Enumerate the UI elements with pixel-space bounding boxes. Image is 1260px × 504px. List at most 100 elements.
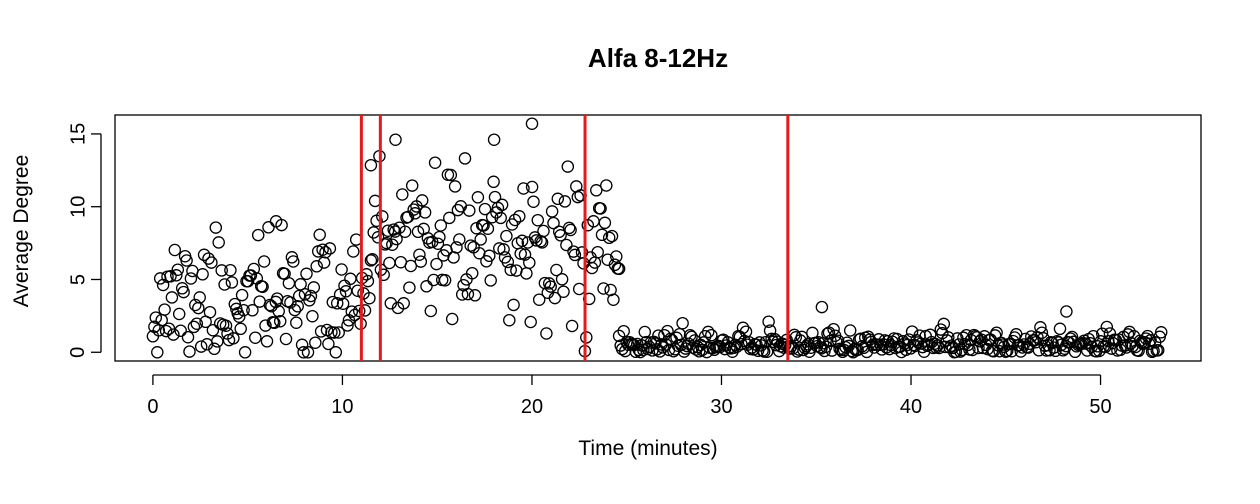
data-point (211, 335, 224, 348)
data-point (990, 326, 1003, 339)
data-point (269, 215, 283, 228)
data-point (381, 224, 395, 237)
data-point (434, 219, 448, 232)
data-point (468, 289, 482, 302)
data-point (209, 221, 223, 234)
data-point (270, 292, 284, 305)
data-point (637, 343, 650, 357)
data-point (812, 336, 825, 349)
data-point (364, 158, 378, 172)
data-point (376, 210, 389, 223)
data-point (428, 156, 442, 169)
data-point (705, 328, 718, 342)
data-point (484, 274, 497, 287)
data-point (610, 250, 623, 263)
data-point (676, 316, 689, 330)
data-point (310, 260, 323, 273)
data-point (323, 242, 337, 255)
data-point (170, 269, 183, 282)
data-point (827, 322, 840, 336)
data-point (181, 330, 195, 344)
data-point (153, 272, 167, 285)
data-point (487, 175, 500, 189)
data-point (256, 280, 269, 294)
data-point (366, 253, 379, 266)
data-point (177, 285, 190, 299)
data-point (347, 245, 360, 258)
data-point (1096, 327, 1109, 340)
data-point (701, 325, 715, 339)
x-tick-label: 50 (1089, 396, 1111, 418)
data-point (1000, 344, 1014, 358)
data-point (762, 315, 775, 328)
data-point (364, 254, 378, 267)
data-point (309, 336, 322, 349)
data-point (558, 195, 572, 208)
x-axis-label: Time (minutes) (578, 437, 717, 460)
data-point (517, 182, 530, 195)
data-point (487, 133, 501, 146)
data-point (815, 300, 829, 314)
data-point (287, 255, 300, 268)
data-point (202, 252, 215, 265)
data-point (413, 248, 426, 261)
data-point (300, 267, 313, 281)
data-point (481, 222, 495, 235)
data-point (1053, 322, 1067, 336)
data-point (237, 303, 250, 317)
data-point (508, 213, 522, 227)
data-point (184, 272, 198, 285)
data-point (257, 255, 271, 268)
data-point (288, 303, 302, 317)
data-point (595, 228, 609, 242)
data-point (527, 195, 540, 208)
data-point (524, 315, 537, 329)
data-point (560, 238, 573, 252)
data-point (389, 133, 402, 146)
data-point (937, 317, 951, 331)
data-point (495, 198, 509, 212)
data-point (464, 239, 477, 252)
data-point (674, 338, 688, 352)
data-point (206, 323, 220, 337)
x-tick-label: 20 (521, 396, 543, 418)
data-point (227, 332, 240, 345)
data-point (515, 234, 529, 248)
data-point (196, 268, 209, 281)
data-point (949, 345, 963, 359)
data-point (461, 287, 475, 301)
data-point (1151, 343, 1165, 357)
data-point (1028, 334, 1041, 347)
data-point (430, 257, 443, 271)
data-point (939, 340, 952, 354)
data-point (397, 297, 410, 310)
data-point (164, 270, 177, 283)
data-point (159, 324, 173, 338)
data-point (313, 228, 326, 242)
data-point (189, 298, 202, 312)
data-point (418, 206, 432, 219)
x-tick-label: 0 (147, 396, 158, 418)
data-point (565, 319, 579, 333)
data-point (571, 190, 585, 204)
data-point (408, 207, 422, 220)
data-point (405, 179, 419, 192)
data-point (1035, 326, 1049, 339)
data-point (572, 282, 586, 296)
data-point (172, 307, 186, 321)
data-point (845, 344, 858, 358)
data-point (507, 298, 520, 312)
data-point (414, 255, 428, 268)
data-point (513, 210, 526, 223)
data-point (208, 342, 221, 356)
data-point (253, 295, 266, 308)
data-point (673, 327, 686, 341)
data-point (232, 310, 246, 323)
data-point (501, 255, 515, 269)
data-point (736, 321, 750, 335)
data-point (411, 225, 425, 239)
data-point (330, 297, 344, 310)
data-point (238, 346, 252, 359)
data-point (448, 180, 462, 193)
data-point (908, 339, 922, 353)
